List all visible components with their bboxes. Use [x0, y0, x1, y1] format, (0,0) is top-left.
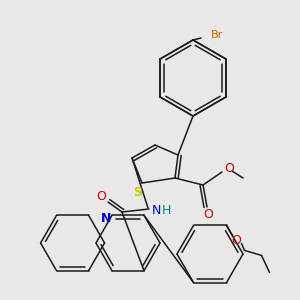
Text: Br: Br: [211, 30, 223, 40]
Text: O: O: [232, 234, 242, 247]
Text: S: S: [134, 185, 142, 199]
Text: O: O: [203, 208, 213, 220]
Text: O: O: [96, 190, 106, 203]
Text: N: N: [101, 212, 111, 225]
Text: N: N: [152, 203, 161, 217]
Text: O: O: [224, 163, 234, 176]
Text: H: H: [162, 203, 171, 217]
